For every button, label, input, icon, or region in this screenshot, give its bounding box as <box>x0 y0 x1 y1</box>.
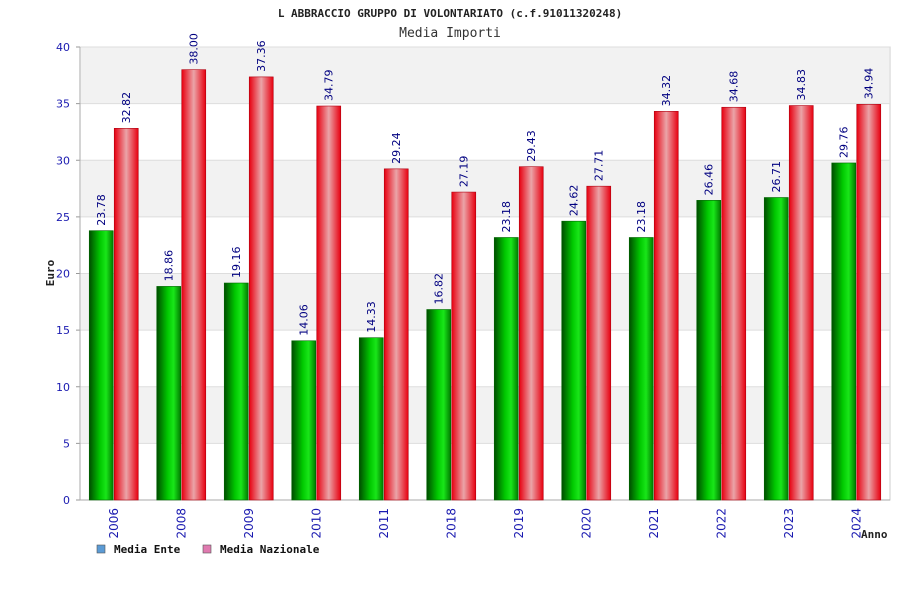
chart-title: L ABBRACCIO GRUPPO DI VOLONTARIATO (c.f.… <box>278 7 622 20</box>
legend-label-media-ente: Media Ente <box>114 543 181 556</box>
bar-media-nazionale-2020 <box>586 185 612 501</box>
data-label: 24.62 <box>568 185 581 217</box>
x-tick-label: 2020 <box>579 508 593 539</box>
data-label: 27.71 <box>593 150 606 182</box>
bar-media-nazionale-2006 <box>113 128 139 501</box>
bar-media-ente-2010 <box>291 340 317 501</box>
data-label: 34.68 <box>728 71 741 103</box>
bar-media-ente-2018 <box>426 309 452 501</box>
bar-media-ente-2020 <box>561 220 587 501</box>
x-tick-label: 2024 <box>849 508 863 539</box>
y-tick-label: 35 <box>56 98 70 111</box>
data-label: 14.06 <box>298 304 311 336</box>
data-label: 26.71 <box>770 161 783 193</box>
plot-band <box>81 47 889 104</box>
data-label: 29.24 <box>390 132 403 164</box>
bar-media-ente-2019 <box>493 237 519 501</box>
x-tick-label: 2008 <box>174 508 188 539</box>
data-label: 37.36 <box>255 40 268 72</box>
data-label: 16.82 <box>433 273 446 305</box>
data-label: 29.43 <box>525 130 538 162</box>
x-tick-label: 2018 <box>444 508 458 539</box>
x-tick-label: 2006 <box>107 508 121 539</box>
bar-media-nazionale-2018 <box>451 191 477 501</box>
bar-media-ente-2006 <box>88 230 114 501</box>
chart-subtitle: Media Importi <box>399 26 501 41</box>
data-label: 27.19 <box>458 156 471 188</box>
data-label: 34.83 <box>795 69 808 101</box>
legend-label-media-nazionale: Media Nazionale <box>220 543 320 556</box>
y-tick-label: 5 <box>63 437 70 450</box>
data-label: 34.32 <box>660 75 673 107</box>
bar-media-ente-2021 <box>628 237 654 501</box>
bar-media-ente-2022 <box>696 200 722 501</box>
data-label: 18.86 <box>163 250 176 282</box>
data-label: 34.94 <box>863 68 876 100</box>
x-tick-label: 2011 <box>377 508 391 539</box>
x-tick-label: 2022 <box>714 508 728 539</box>
y-tick-label: 15 <box>56 324 70 337</box>
y-tick-label: 20 <box>56 268 70 281</box>
bars <box>88 69 882 501</box>
x-tick-label: 2019 <box>512 508 526 539</box>
x-tick-label: 2009 <box>242 508 256 539</box>
plot-band <box>81 273 889 331</box>
plot-band <box>81 386 889 444</box>
bar-media-nazionale-2011 <box>383 168 409 501</box>
y-tick-label: 0 <box>63 494 70 507</box>
bar-media-ente-2023 <box>763 197 789 501</box>
data-label: 19.16 <box>230 247 243 279</box>
data-label: 23.18 <box>635 201 648 233</box>
bar-media-nazionale-2010 <box>316 105 342 501</box>
data-label: 38.00 <box>188 33 201 65</box>
x-axis-label: Anno <box>861 528 888 541</box>
x-tick-label: 2023 <box>782 508 796 539</box>
bar-media-nazionale-2024 <box>856 104 882 501</box>
x-tick-label: 2021 <box>647 508 661 539</box>
data-label: 32.82 <box>120 92 133 124</box>
legend: Media Ente Media Nazionale <box>96 543 320 556</box>
data-label: 14.33 <box>365 301 378 333</box>
y-tick-label: 40 <box>56 41 70 54</box>
bar-media-nazionale-2009 <box>248 76 274 501</box>
y-tick-label: 10 <box>56 381 70 394</box>
bar-media-nazionale-2008 <box>181 69 207 501</box>
legend-swatch-media-ente <box>96 544 106 554</box>
data-label: 23.78 <box>95 194 108 226</box>
data-label: 34.79 <box>323 70 336 102</box>
bar-media-nazionale-2023 <box>788 105 814 501</box>
y-tick-label: 30 <box>56 154 70 167</box>
bar-media-nazionale-2019 <box>518 166 544 501</box>
bar-media-ente-2009 <box>223 282 249 501</box>
data-label: 26.46 <box>703 164 716 196</box>
data-label: 29.76 <box>838 126 851 158</box>
bar-media-ente-2008 <box>156 286 182 501</box>
bar-media-nazionale-2022 <box>721 106 747 501</box>
legend-swatch-media-nazionale <box>202 544 212 554</box>
bar-media-ente-2011 <box>358 337 384 501</box>
data-labels: 23.78 32.82 18.86 38.00 19.16 37.36 14.06 34.79… <box>95 33 876 336</box>
bar-media-ente-2024 <box>831 162 857 501</box>
bar-media-nazionale-2021 <box>653 111 679 501</box>
y-axis-label: Euro <box>44 259 57 286</box>
x-axis-ticks: 2006 2008 2009 2010 2011 2018 2019 2020 2021 2022… <box>107 508 864 539</box>
plot-band <box>81 160 889 217</box>
data-label: 23.18 <box>500 201 513 233</box>
y-tick-label: 25 <box>56 211 70 224</box>
x-tick-label: 2010 <box>309 508 323 539</box>
y-axis-ticks: 0 5 10 15 20 25 30 35 40 <box>56 41 890 507</box>
